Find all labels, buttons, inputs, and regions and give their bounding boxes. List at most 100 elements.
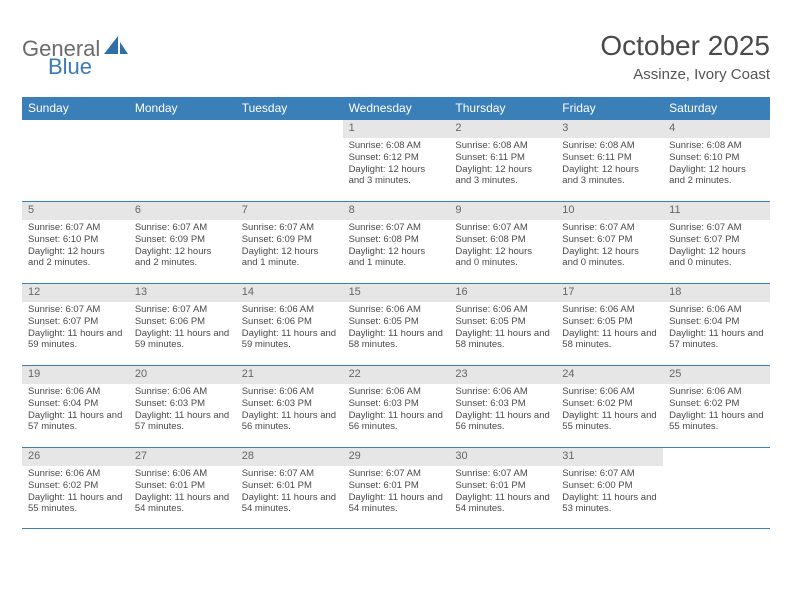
- day-detail: [236, 138, 343, 144]
- day-number: 14: [236, 284, 343, 302]
- day-header: Tuesday: [236, 97, 343, 119]
- calendar-cell: 11Sunrise: 6:07 AMSunset: 6:07 PMDayligh…: [663, 201, 770, 283]
- day-number: 22: [343, 366, 450, 384]
- calendar-header-row: SundayMondayTuesdayWednesdayThursdayFrid…: [22, 97, 770, 119]
- day-number: 9: [449, 202, 556, 220]
- calendar-cell: 14Sunrise: 6:06 AMSunset: 6:06 PMDayligh…: [236, 283, 343, 365]
- day-number: 29: [343, 448, 450, 466]
- day-number: 25: [663, 366, 770, 384]
- day-detail: [129, 138, 236, 144]
- day-detail: Sunrise: 6:06 AMSunset: 6:03 PMDaylight:…: [449, 384, 556, 438]
- calendar-cell: [663, 447, 770, 529]
- calendar-cell: 16Sunrise: 6:06 AMSunset: 6:05 PMDayligh…: [449, 283, 556, 365]
- day-number: 16: [449, 284, 556, 302]
- day-detail: Sunrise: 6:06 AMSunset: 6:02 PMDaylight:…: [663, 384, 770, 438]
- calendar-cell: 6Sunrise: 6:07 AMSunset: 6:09 PMDaylight…: [129, 201, 236, 283]
- day-number: [22, 120, 129, 138]
- day-number: 12: [22, 284, 129, 302]
- calendar-cell: 13Sunrise: 6:07 AMSunset: 6:06 PMDayligh…: [129, 283, 236, 365]
- day-detail: Sunrise: 6:06 AMSunset: 6:04 PMDaylight:…: [663, 302, 770, 356]
- calendar-cell: [129, 119, 236, 201]
- day-detail: Sunrise: 6:08 AMSunset: 6:12 PMDaylight:…: [343, 138, 450, 192]
- day-number: 15: [343, 284, 450, 302]
- day-header: Saturday: [663, 97, 770, 119]
- day-detail: Sunrise: 6:07 AMSunset: 6:10 PMDaylight:…: [22, 220, 129, 274]
- calendar-cell: [22, 119, 129, 201]
- day-number: [236, 120, 343, 138]
- day-number: 20: [129, 366, 236, 384]
- day-detail: Sunrise: 6:08 AMSunset: 6:11 PMDaylight:…: [449, 138, 556, 192]
- day-number: 26: [22, 448, 129, 466]
- calendar-cell: 21Sunrise: 6:06 AMSunset: 6:03 PMDayligh…: [236, 365, 343, 447]
- day-detail: Sunrise: 6:06 AMSunset: 6:06 PMDaylight:…: [236, 302, 343, 356]
- day-number: 19: [22, 366, 129, 384]
- calendar-cell: 4Sunrise: 6:08 AMSunset: 6:10 PMDaylight…: [663, 119, 770, 201]
- calendar-cell: 15Sunrise: 6:06 AMSunset: 6:05 PMDayligh…: [343, 283, 450, 365]
- calendar-page: General October 2025 Assinze, Ivory Coas…: [0, 0, 792, 549]
- day-detail: Sunrise: 6:07 AMSunset: 6:08 PMDaylight:…: [343, 220, 450, 274]
- calendar-cell: 28Sunrise: 6:07 AMSunset: 6:01 PMDayligh…: [236, 447, 343, 529]
- day-number: 2: [449, 120, 556, 138]
- day-number: 13: [129, 284, 236, 302]
- day-detail: Sunrise: 6:07 AMSunset: 6:01 PMDaylight:…: [449, 466, 556, 520]
- day-detail: Sunrise: 6:06 AMSunset: 6:02 PMDaylight:…: [556, 384, 663, 438]
- day-detail: Sunrise: 6:07 AMSunset: 6:01 PMDaylight:…: [343, 466, 450, 520]
- calendar-cell: 12Sunrise: 6:07 AMSunset: 6:07 PMDayligh…: [22, 283, 129, 365]
- calendar-cell: 19Sunrise: 6:06 AMSunset: 6:04 PMDayligh…: [22, 365, 129, 447]
- day-detail: Sunrise: 6:06 AMSunset: 6:01 PMDaylight:…: [129, 466, 236, 520]
- day-number: 30: [449, 448, 556, 466]
- day-header: Wednesday: [343, 97, 450, 119]
- day-detail: [663, 466, 770, 472]
- day-header: Sunday: [22, 97, 129, 119]
- calendar-cell: 30Sunrise: 6:07 AMSunset: 6:01 PMDayligh…: [449, 447, 556, 529]
- day-header: Friday: [556, 97, 663, 119]
- calendar-body: 1Sunrise: 6:08 AMSunset: 6:12 PMDaylight…: [22, 119, 770, 529]
- location: Assinze, Ivory Coast: [600, 66, 770, 83]
- day-detail: Sunrise: 6:06 AMSunset: 6:03 PMDaylight:…: [236, 384, 343, 438]
- day-number: [663, 448, 770, 466]
- title-block: October 2025 Assinze, Ivory Coast: [600, 30, 770, 83]
- calendar-cell: 3Sunrise: 6:08 AMSunset: 6:11 PMDaylight…: [556, 119, 663, 201]
- day-detail: Sunrise: 6:07 AMSunset: 6:07 PMDaylight:…: [556, 220, 663, 274]
- calendar-cell: 31Sunrise: 6:07 AMSunset: 6:00 PMDayligh…: [556, 447, 663, 529]
- day-number: 1: [343, 120, 450, 138]
- day-detail: Sunrise: 6:07 AMSunset: 6:07 PMDaylight:…: [22, 302, 129, 356]
- day-number: 6: [129, 202, 236, 220]
- day-detail: Sunrise: 6:06 AMSunset: 6:05 PMDaylight:…: [449, 302, 556, 356]
- calendar-cell: 9Sunrise: 6:07 AMSunset: 6:08 PMDaylight…: [449, 201, 556, 283]
- day-detail: Sunrise: 6:06 AMSunset: 6:04 PMDaylight:…: [22, 384, 129, 438]
- day-detail: Sunrise: 6:07 AMSunset: 6:09 PMDaylight:…: [129, 220, 236, 274]
- logo-sail-icon: [104, 36, 130, 62]
- day-detail: Sunrise: 6:07 AMSunset: 6:07 PMDaylight:…: [663, 220, 770, 274]
- day-number: 28: [236, 448, 343, 466]
- calendar-cell: 18Sunrise: 6:06 AMSunset: 6:04 PMDayligh…: [663, 283, 770, 365]
- day-detail: Sunrise: 6:06 AMSunset: 6:05 PMDaylight:…: [556, 302, 663, 356]
- day-detail: Sunrise: 6:08 AMSunset: 6:11 PMDaylight:…: [556, 138, 663, 192]
- day-number: 31: [556, 448, 663, 466]
- calendar-cell: 24Sunrise: 6:06 AMSunset: 6:02 PMDayligh…: [556, 365, 663, 447]
- day-detail: Sunrise: 6:07 AMSunset: 6:08 PMDaylight:…: [449, 220, 556, 274]
- day-number: 17: [556, 284, 663, 302]
- calendar-cell: 20Sunrise: 6:06 AMSunset: 6:03 PMDayligh…: [129, 365, 236, 447]
- calendar-cell: 17Sunrise: 6:06 AMSunset: 6:05 PMDayligh…: [556, 283, 663, 365]
- calendar-cell: [236, 119, 343, 201]
- day-number: 24: [556, 366, 663, 384]
- day-number: 27: [129, 448, 236, 466]
- day-detail: Sunrise: 6:07 AMSunset: 6:09 PMDaylight:…: [236, 220, 343, 274]
- header: General October 2025 Assinze, Ivory Coas…: [22, 30, 770, 83]
- day-header: Thursday: [449, 97, 556, 119]
- month-title: October 2025: [600, 30, 770, 62]
- day-number: 4: [663, 120, 770, 138]
- day-detail: Sunrise: 6:06 AMSunset: 6:03 PMDaylight:…: [343, 384, 450, 438]
- day-detail: Sunrise: 6:07 AMSunset: 6:00 PMDaylight:…: [556, 466, 663, 520]
- day-detail: [22, 138, 129, 144]
- calendar-cell: 23Sunrise: 6:06 AMSunset: 6:03 PMDayligh…: [449, 365, 556, 447]
- calendar-cell: 5Sunrise: 6:07 AMSunset: 6:10 PMDaylight…: [22, 201, 129, 283]
- day-number: 5: [22, 202, 129, 220]
- calendar-cell: 8Sunrise: 6:07 AMSunset: 6:08 PMDaylight…: [343, 201, 450, 283]
- day-number: 23: [449, 366, 556, 384]
- day-number: 7: [236, 202, 343, 220]
- day-detail: Sunrise: 6:07 AMSunset: 6:01 PMDaylight:…: [236, 466, 343, 520]
- calendar-cell: 27Sunrise: 6:06 AMSunset: 6:01 PMDayligh…: [129, 447, 236, 529]
- logo-text-blue-wrap: Blue: [48, 54, 92, 80]
